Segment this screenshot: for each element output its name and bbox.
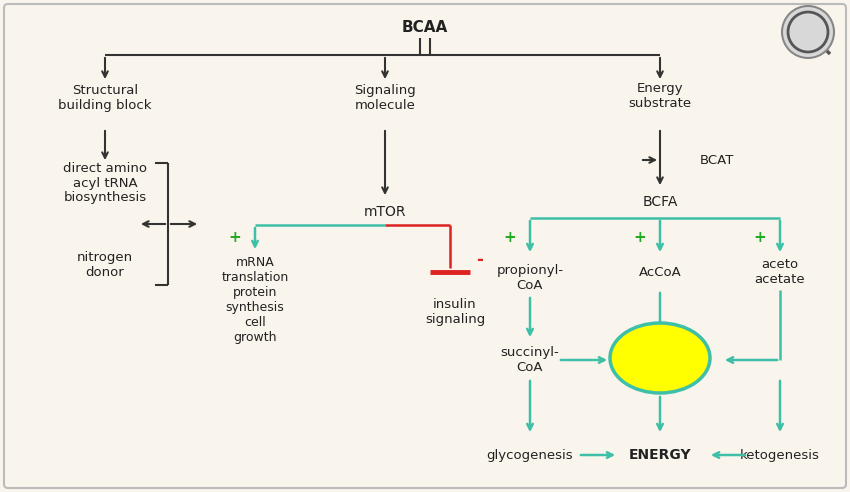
Circle shape [782,6,834,58]
Text: glycogenesis: glycogenesis [487,449,573,461]
Text: ENERGY: ENERGY [629,448,691,462]
Text: direct amino
acyl tRNA
biosynthesis: direct amino acyl tRNA biosynthesis [63,161,147,205]
Text: propionyl-
CoA: propionyl- CoA [496,264,564,292]
Text: Energy
substrate: Energy substrate [628,82,692,110]
Text: -: - [477,251,484,269]
Text: insulin
signaling: insulin signaling [425,298,485,326]
Ellipse shape [610,323,710,393]
Text: mRNA
translation
protein
synthesis
cell
growth: mRNA translation protein synthesis cell … [221,256,289,344]
Text: BCAT: BCAT [700,154,734,166]
Text: +: + [754,229,767,245]
Text: ketogenesis: ketogenesis [740,449,820,461]
Text: +: + [229,230,241,246]
Text: +: + [633,229,646,245]
Text: Signaling
molecule: Signaling molecule [354,84,416,112]
Text: +: + [503,229,516,245]
Text: Structural
building block: Structural building block [59,84,152,112]
Text: aceto
acetate: aceto acetate [755,258,805,286]
Text: TCA: TCA [645,350,675,366]
Text: nitrogen
donor: nitrogen donor [77,251,133,279]
Text: mTOR: mTOR [364,205,406,219]
Text: BCFA: BCFA [643,195,677,209]
FancyBboxPatch shape [4,4,846,488]
Text: AcCoA: AcCoA [638,266,682,278]
Text: BCAA: BCAA [402,21,448,35]
Text: succinyl-
CoA: succinyl- CoA [501,346,559,374]
